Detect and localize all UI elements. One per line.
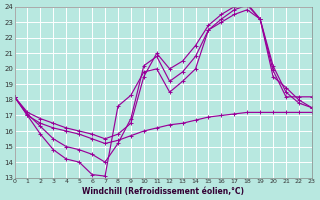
X-axis label: Windchill (Refroidissement éolien,°C): Windchill (Refroidissement éolien,°C) <box>82 187 244 196</box>
